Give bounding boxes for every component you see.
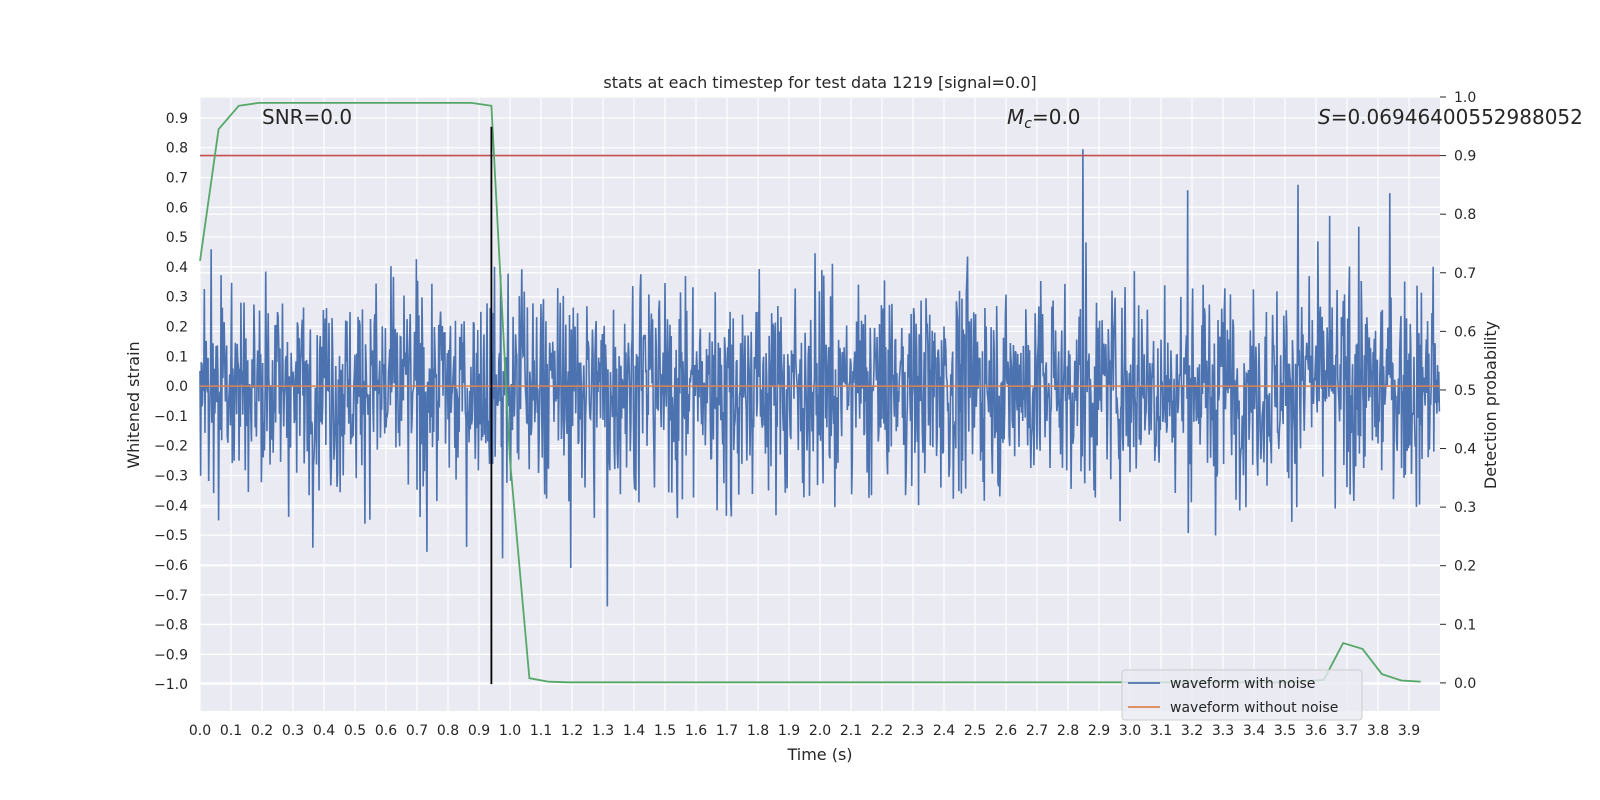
x-tick-label: 0.7	[406, 723, 428, 739]
x-tick-label: 1.0	[499, 723, 521, 739]
y-tick-label: 0.9	[166, 111, 188, 127]
y-tick-label: 0.0	[166, 379, 188, 395]
s-annotation: S=0.06946400552988052	[1318, 105, 1583, 129]
y-tick-label: −0.6	[154, 558, 188, 574]
y2-tick-label: 0.6	[1454, 324, 1476, 340]
x-tick-label: 1.5	[654, 723, 676, 739]
x-tick-label: 2.2	[871, 723, 893, 739]
y-tick-label: −1.0	[154, 677, 188, 693]
y-tick-label: −0.9	[154, 647, 188, 663]
x-axis-label: Time (s)	[786, 745, 852, 764]
y-tick-labels: 0.9 0.8 0.7 0.6 0.5 0.4 0.3 0.2 0.1 0.0 −0.1 −0.2 −0…	[154, 111, 188, 693]
s-value: =0.06946400552988052	[1331, 105, 1583, 129]
x-tick-label: 3.6	[1305, 723, 1327, 739]
x-tick-label: 0.9	[468, 723, 490, 739]
snr-annotation: SNR=0.0	[262, 105, 352, 129]
y2-tick-label: 0.5	[1454, 383, 1476, 399]
y2-tick-label: 1.0	[1454, 90, 1476, 106]
y2-axis-label: Detection probability	[1481, 321, 1500, 489]
x-tick-label: 2.1	[840, 723, 862, 739]
x-tick-label: 1.2	[561, 723, 583, 739]
y-tick-label: −0.8	[154, 618, 188, 634]
y-tick-label: 0.4	[166, 260, 188, 276]
x-tick-label: 3.8	[1367, 723, 1389, 739]
x-tick-label: 2.6	[995, 723, 1017, 739]
s-symbol: S	[1318, 105, 1331, 129]
y2-tick-label: 0.0	[1454, 676, 1476, 692]
chart-title: stats at each timestep for test data 121…	[603, 73, 1036, 92]
x-tick-label: 1.4	[623, 723, 645, 739]
x-tick-label: 3.7	[1336, 723, 1358, 739]
x-tick-label: 2.8	[1057, 723, 1079, 739]
series-waveform-with-noise	[199, 149, 1441, 607]
x-tick-label: 2.9	[1088, 723, 1110, 739]
x-tick-label: 0.4	[313, 723, 335, 739]
x-tick-label: 0.8	[437, 723, 459, 739]
x-tick-labels: 0.0 0.1 0.2 0.3 0.4 0.5 0.6 0.7 0.8 0.9 1.0 1.1 1.2 1…	[189, 723, 1420, 739]
y-tick-label: −0.4	[154, 498, 188, 514]
x-tick-label: 3.4	[1243, 723, 1265, 739]
y-tick-label: 0.5	[166, 230, 188, 246]
y2-tick-label: 0.7	[1454, 266, 1476, 282]
y-tick-label: −0.7	[154, 588, 188, 604]
x-tick-label: 2.0	[809, 723, 831, 739]
x-tick-label: 0.3	[282, 723, 304, 739]
x-tick-label: 0.0	[189, 723, 211, 739]
y2-tick-label: 0.1	[1454, 617, 1476, 633]
x-tick-label: 1.7	[716, 723, 738, 739]
chirp-mass-annotation: Mc=0.0	[1007, 105, 1081, 132]
y-tick-label: 0.2	[166, 320, 188, 336]
y-tick-label: −0.1	[154, 409, 188, 425]
x-tick-label: 1.3	[592, 723, 614, 739]
noisy-waveform-path	[199, 149, 1441, 607]
x-tick-label: 3.1	[1150, 723, 1172, 739]
mc-value: =0.0	[1032, 105, 1081, 129]
y-tick-label: 0.7	[166, 170, 188, 186]
y2-tick-label: 0.4	[1454, 442, 1476, 458]
x-tick-label: 0.2	[251, 723, 273, 739]
y2-tick-label: 0.9	[1454, 149, 1476, 165]
y2-tick-label: 0.3	[1454, 500, 1476, 516]
x-tick-label: 2.4	[933, 723, 955, 739]
y2-tick-label: 0.8	[1454, 207, 1476, 223]
y-tick-label: 0.1	[166, 349, 188, 365]
y2-tick-labels: 1.0 0.9 0.8 0.7 0.6 0.5 0.4 0.3 0.2 0.1 0.0	[1440, 90, 1476, 692]
legend-box	[1121, 669, 1363, 721]
legend-label-noisy: waveform with noise	[1170, 676, 1315, 692]
x-tick-label: 2.5	[964, 723, 986, 739]
x-tick-label: 1.6	[685, 723, 707, 739]
x-tick-label: 3.2	[1181, 723, 1203, 739]
x-tick-label: 0.1	[220, 723, 242, 739]
mc-symbol: M	[1007, 105, 1024, 129]
y-tick-label: −0.2	[154, 439, 188, 455]
y-axis-label: Whitened strain	[124, 341, 143, 468]
x-tick-label: 0.5	[344, 723, 366, 739]
y-tick-label: 0.3	[166, 290, 188, 306]
legend-label-clean: waveform without noise	[1170, 700, 1338, 716]
y-tick-label: −0.5	[154, 528, 188, 544]
y-tick-label: 0.8	[166, 141, 188, 157]
legend: waveform with noise waveform without noi…	[1121, 669, 1363, 721]
x-tick-label: 2.3	[902, 723, 924, 739]
x-tick-label: 3.5	[1274, 723, 1296, 739]
x-tick-label: 1.9	[778, 723, 800, 739]
x-tick-label: 3.0	[1119, 723, 1141, 739]
x-tick-label: 1.1	[530, 723, 552, 739]
x-tick-label: 3.9	[1398, 723, 1420, 739]
y-tick-label: −0.3	[154, 469, 188, 485]
x-tick-label: 2.7	[1026, 723, 1048, 739]
x-tick-label: 3.3	[1212, 723, 1234, 739]
mc-subscript: c	[1024, 116, 1032, 132]
y-tick-label: 0.6	[166, 200, 188, 216]
x-tick-label: 1.8	[747, 723, 769, 739]
y2-tick-label: 0.2	[1454, 559, 1476, 575]
x-tick-label: 0.6	[375, 723, 397, 739]
